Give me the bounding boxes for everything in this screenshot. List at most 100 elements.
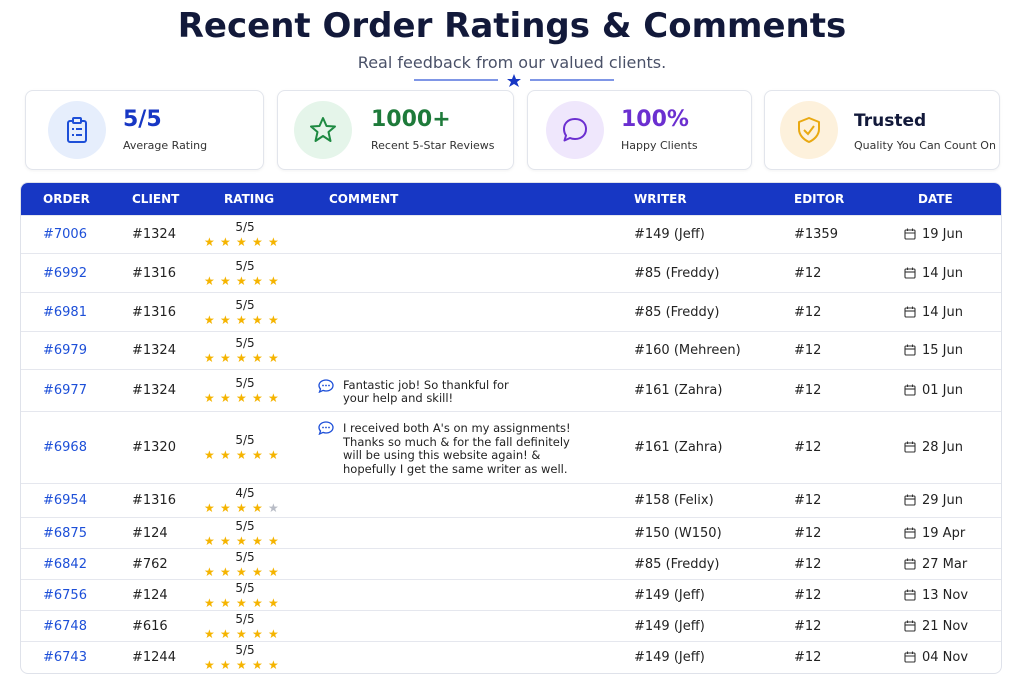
- comment-text: will be using this website again! &: [343, 448, 541, 462]
- rating-text: 5/5: [235, 433, 255, 447]
- star: ★: [220, 626, 231, 641]
- client-id: #616: [132, 618, 168, 634]
- star: ★: [252, 501, 263, 515]
- table-row: #7006 #1324 5/5 ★ ★ ★ ★ ★ #149 (Jeff) #1359 19 Jun: [21, 215, 1001, 254]
- star: ★: [204, 312, 215, 327]
- star: ★: [252, 626, 263, 641]
- star: ★: [220, 501, 231, 515]
- star: ★: [268, 564, 279, 579]
- date: 29 Jun: [922, 493, 963, 508]
- star: ★: [220, 312, 231, 327]
- star: ★: [204, 595, 215, 610]
- order-link[interactable]: #6954: [43, 493, 87, 508]
- rating-text: 5/5: [235, 611, 255, 626]
- calendar-icon: [904, 527, 916, 543]
- order-link[interactable]: #6756: [43, 587, 87, 603]
- star: ★: [204, 235, 215, 249]
- writer: #149 (Jeff): [634, 587, 705, 603]
- star: ★: [268, 351, 279, 365]
- star: ★: [204, 657, 215, 672]
- date: 01 Jun: [922, 383, 963, 398]
- date: 15 Jun: [922, 343, 963, 358]
- card-label: Quality You Can Count On: [854, 139, 996, 152]
- divider: [414, 74, 614, 87]
- star: ★: [252, 564, 263, 579]
- calendar-icon: [904, 620, 916, 636]
- star: ★: [268, 235, 279, 249]
- star: ★: [268, 595, 279, 610]
- card-value: 1000+: [371, 107, 451, 132]
- star: ★: [236, 595, 247, 610]
- star: ★: [268, 448, 279, 462]
- star: ★: [204, 391, 215, 405]
- writer: #149 (Jeff): [634, 618, 705, 634]
- editor: #12: [794, 383, 822, 398]
- calendar-icon: [904, 558, 916, 574]
- star: ★: [204, 564, 215, 579]
- table-row: #6842 #762 5/5 ★ ★ ★ ★ ★ #85 (Freddy) #12 27 Mar: [21, 548, 1001, 580]
- order-link[interactable]: #6977: [43, 383, 87, 398]
- writer: #85 (Freddy): [634, 556, 720, 572]
- order-link[interactable]: #6979: [43, 343, 87, 358]
- date: 14 Jun: [922, 304, 963, 320]
- order-link[interactable]: #6875: [43, 525, 87, 541]
- star: ★: [268, 312, 279, 327]
- table-row: #6748 #616 5/5 ★ ★ ★ ★ ★ #149 (Jeff) #12 21 Nov: [21, 610, 1001, 642]
- date: 19 Jun: [922, 227, 963, 242]
- order-link[interactable]: #7006: [43, 227, 87, 242]
- star: ★: [252, 595, 263, 610]
- writer: #85 (Freddy): [634, 265, 720, 281]
- date: 19 Apr: [922, 525, 966, 541]
- star: ★: [252, 533, 263, 548]
- client-id: #124: [132, 587, 168, 603]
- editor: #12: [794, 587, 822, 603]
- order-link[interactable]: #6981: [43, 304, 87, 320]
- client-id: #1316: [132, 304, 176, 320]
- table-header: ORDER CLIENT RATING COMMENT WRITER EDITOR DATE: [21, 183, 1001, 215]
- date: 04 Nov: [922, 649, 969, 665]
- star: ★: [204, 273, 215, 288]
- table-row: #6981 #1316 5/5 ★ ★ ★ ★ ★ #85 (Freddy) #12 14 Jun: [21, 292, 1001, 332]
- calendar-icon: [904, 344, 916, 360]
- star: ★: [268, 626, 279, 641]
- star: ★: [236, 501, 247, 515]
- order-link[interactable]: #6743: [43, 649, 87, 665]
- card-value: Trusted: [854, 111, 927, 131]
- writer: #149 (Jeff): [634, 227, 705, 242]
- order-link[interactable]: #6968: [43, 440, 87, 455]
- star: ★: [252, 312, 263, 327]
- rating-text: 5/5: [235, 220, 255, 234]
- calendar-icon: [904, 267, 916, 283]
- star: ★: [220, 448, 231, 462]
- client-id: #1244: [132, 649, 176, 665]
- column-header: COMMENT: [329, 192, 399, 206]
- star: ★: [220, 351, 231, 365]
- column-header: EDITOR: [794, 192, 845, 206]
- client-id: #1320: [132, 440, 176, 455]
- rating-text: 5/5: [235, 580, 255, 595]
- writer: #158 (Felix): [634, 493, 714, 508]
- star: ★: [220, 273, 231, 288]
- star: ★: [236, 533, 247, 548]
- star: ★: [252, 351, 263, 365]
- star: ★: [204, 626, 215, 641]
- card-label: Average Rating: [123, 139, 208, 152]
- star: ★: [220, 595, 231, 610]
- comment-text: I received both A's on my assignments!: [343, 421, 571, 435]
- column-header: CLIENT: [132, 192, 180, 206]
- order-link[interactable]: #6992: [43, 265, 87, 281]
- card-label: Happy Clients: [621, 139, 698, 152]
- rating-text: 5/5: [235, 336, 255, 350]
- column-header: RATING: [224, 192, 275, 206]
- card-label: Recent 5-Star Reviews: [371, 139, 495, 152]
- title: Recent Order Ratings & Comments: [177, 6, 847, 46]
- date: 14 Jun: [922, 265, 963, 281]
- client-id: #1316: [132, 493, 176, 508]
- order-link[interactable]: #6748: [43, 618, 87, 634]
- order-link[interactable]: #6842: [43, 556, 87, 572]
- editor: #12: [794, 618, 822, 634]
- rating-text: 5/5: [235, 642, 255, 657]
- star: ★: [252, 273, 263, 288]
- editor: #1359: [794, 227, 838, 242]
